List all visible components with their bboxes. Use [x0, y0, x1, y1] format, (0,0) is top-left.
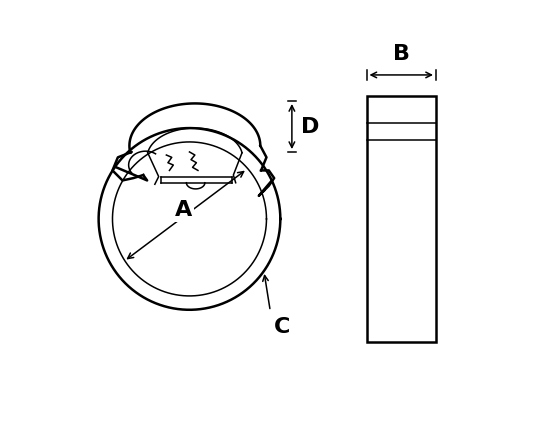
Text: D: D — [301, 117, 320, 137]
Text: B: B — [393, 44, 410, 64]
Text: A: A — [175, 200, 192, 220]
Bar — [366, 96, 436, 342]
Text: C: C — [274, 318, 290, 337]
